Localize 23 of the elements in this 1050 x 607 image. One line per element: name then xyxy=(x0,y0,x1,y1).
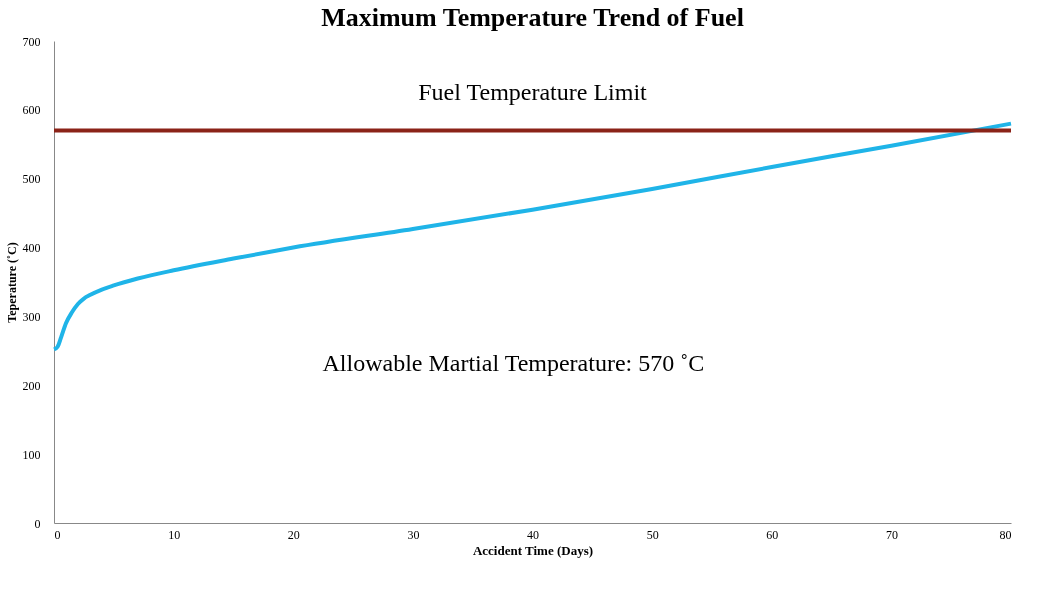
x-tick-label: 20 xyxy=(287,527,300,542)
x-tick-label: 0 xyxy=(54,527,61,542)
x-tick-label: 80 xyxy=(999,527,1012,542)
x-axis-title: Accident Time (Days) xyxy=(472,542,594,558)
y-tick-label: 500 xyxy=(22,172,41,187)
annotation: Allowable Martial Temperature: 570 ˚C xyxy=(322,349,705,376)
x-tick-label: 60 xyxy=(766,527,779,542)
x-tick-label: 50 xyxy=(646,527,659,542)
y-tick-label: 600 xyxy=(22,103,41,118)
line-series xyxy=(52,121,1013,352)
x-tick-label: 40 xyxy=(527,527,539,542)
y-tick-label: 100 xyxy=(22,447,41,462)
x-tick-label: 70 xyxy=(885,527,898,542)
chart-title: Maximum Temperature Trend of Fuel xyxy=(321,3,744,32)
y-tick-label: 700 xyxy=(22,34,41,49)
x-tick-label: 30 xyxy=(407,527,420,542)
y-tick-label: 0 xyxy=(34,516,41,531)
y-tick-label: 300 xyxy=(22,309,41,324)
ref-line-label: Fuel Temperature Limit xyxy=(418,78,648,105)
y-tick-label: 200 xyxy=(22,378,41,393)
y-tick-label: 400 xyxy=(22,241,41,256)
y-axis-title: Teperature (˚C) xyxy=(4,242,19,323)
x-tick-label: 10 xyxy=(168,527,181,542)
